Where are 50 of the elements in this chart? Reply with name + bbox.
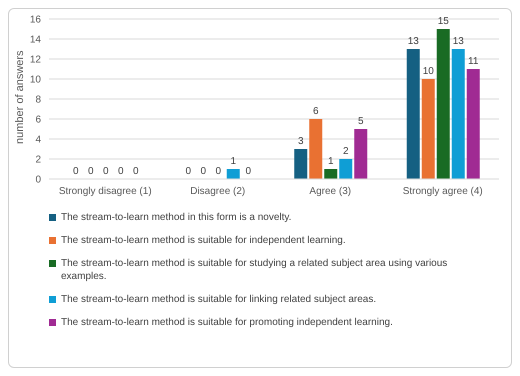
data-label: 0 — [185, 166, 192, 177]
data-label: 1 — [328, 156, 334, 167]
data-label: 0 — [102, 166, 109, 177]
data-label: 0 — [200, 166, 206, 177]
data-label: 0 — [72, 166, 79, 177]
data-label: 0 — [118, 166, 124, 177]
y-tick-label: 6 — [35, 114, 42, 126]
legend-label: The stream-to-learn method in this form is a novelty. — [61, 211, 292, 224]
x-tick-label: Strongly agree (4) — [402, 186, 483, 198]
x-tick-label: Strongly disagree (1) — [58, 186, 152, 198]
data-label: 1 — [230, 156, 236, 167]
data-label: 3 — [298, 136, 304, 147]
y-tick-label: 4 — [35, 134, 42, 146]
data-label: 2 — [342, 146, 349, 157]
y-axis-title: number of answers — [14, 50, 26, 144]
bar — [309, 119, 322, 179]
bar — [324, 169, 338, 179]
bar — [452, 49, 465, 179]
legend-label: The stream-to-learn method is suitable for studying a related subject area using various examples. — [61, 257, 448, 283]
data-label: 0 — [245, 166, 252, 177]
bar — [294, 149, 308, 179]
data-label: 11 — [468, 56, 479, 67]
y-tick-label: 0 — [35, 174, 42, 186]
data-label: 0 — [132, 166, 139, 177]
data-label: 0 — [88, 166, 94, 177]
x-tick-label: Agree (3) — [309, 186, 352, 198]
data-label: 13 — [408, 36, 420, 47]
bar — [466, 69, 480, 179]
data-label: 5 — [358, 116, 364, 127]
data-label: 15 — [438, 16, 450, 27]
legend-label: The stream-to-learn method is suitable for promoting independent learning. — [61, 316, 393, 329]
legend-label: The stream-to-learn method is suitable for independent learning. — [61, 234, 346, 247]
data-label: 10 — [422, 66, 434, 77]
y-tick-label: 16 — [30, 14, 42, 26]
legend-label: The stream-to-learn method is suitable for linking related subject areas. — [61, 293, 376, 306]
bar — [406, 49, 420, 179]
y-tick-label: 2 — [35, 154, 42, 166]
y-tick-label: 14 — [30, 34, 42, 46]
bar — [339, 159, 352, 179]
y-tick-label: 10 — [30, 74, 42, 86]
bar — [354, 129, 368, 179]
x-tick-label: Disagree (2) — [190, 186, 246, 198]
bar — [436, 29, 450, 179]
bar — [422, 79, 435, 179]
data-label: 0 — [215, 166, 222, 177]
bar — [226, 169, 240, 179]
data-label: 13 — [452, 36, 464, 47]
y-tick-label: 12 — [30, 54, 42, 66]
y-tick-label: 8 — [35, 94, 42, 106]
data-label: 6 — [312, 106, 319, 117]
